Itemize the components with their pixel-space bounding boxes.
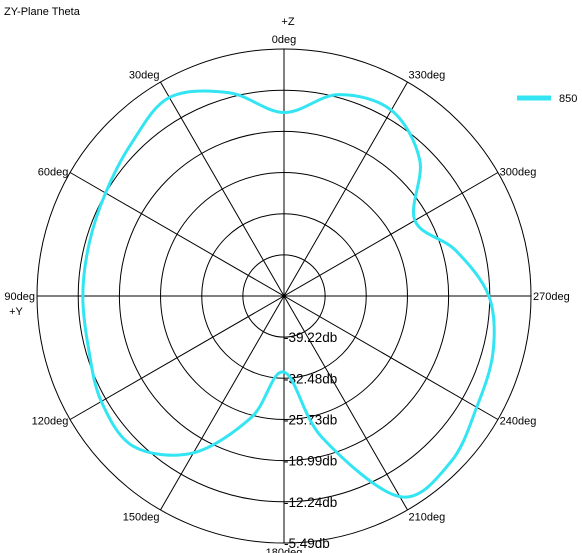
series-line-850 bbox=[81, 89, 496, 499]
axis-label-top: +Z bbox=[281, 16, 294, 28]
ring-label: -39.22db bbox=[284, 330, 337, 345]
angle-tick-label: 240deg bbox=[500, 416, 537, 428]
ring-label: -5.49db bbox=[284, 536, 330, 551]
angle-tick-label: 270deg bbox=[533, 291, 570, 303]
angle-tick-label: 30deg bbox=[129, 69, 160, 81]
ring-label: -12.24db bbox=[284, 495, 337, 510]
ring-labels: -39.22db-32.48db-25.73db-18.99db-12.24db… bbox=[284, 330, 337, 551]
angle-tick-label: 330deg bbox=[409, 69, 446, 81]
angle-spokes bbox=[37, 49, 531, 543]
angle-tick-label: 210deg bbox=[409, 512, 446, 524]
axis-label-left: +Y bbox=[9, 306, 23, 318]
ring-label: -18.99db bbox=[284, 454, 337, 469]
angle-tick-label: 180deg bbox=[266, 547, 303, 553]
angle-tick-label: 90deg bbox=[4, 291, 35, 303]
angle-tick-label: 150deg bbox=[123, 512, 160, 524]
legend-label-850: 850 bbox=[559, 93, 577, 105]
angle-tick-label: 120deg bbox=[32, 416, 69, 428]
series-layer bbox=[81, 89, 496, 499]
angle-tick-label: 300deg bbox=[500, 167, 537, 179]
grid-spoke bbox=[160, 81, 408, 511]
legend: 850 bbox=[517, 93, 577, 105]
chart-title: ZY-Plane Theta bbox=[4, 6, 81, 18]
angle-tick-label: 60deg bbox=[38, 167, 69, 179]
angle-tick-labels: 0deg 30deg 60deg 90deg 120deg 150deg 180deg 210… bbox=[4, 34, 569, 553]
angle-tick-label: 0deg bbox=[272, 34, 296, 46]
ring-label: -32.48db bbox=[284, 371, 337, 386]
